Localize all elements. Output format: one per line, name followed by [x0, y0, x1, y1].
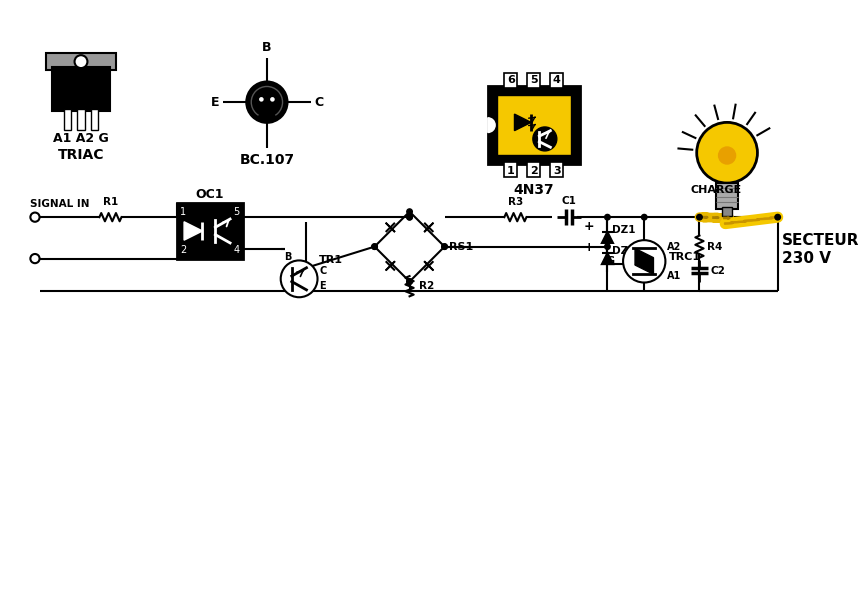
- Polygon shape: [424, 261, 434, 271]
- Text: SECTEUR
230 V: SECTEUR 230 V: [783, 233, 859, 266]
- Bar: [504, 73, 517, 88]
- Text: C: C: [320, 266, 326, 277]
- Bar: [64, 109, 70, 130]
- Bar: [551, 163, 564, 177]
- Circle shape: [30, 212, 40, 222]
- Text: 4: 4: [553, 74, 561, 85]
- Text: TR1: TR1: [320, 256, 344, 265]
- Bar: [77, 109, 85, 130]
- Circle shape: [75, 55, 88, 68]
- Text: RS1: RS1: [449, 242, 473, 251]
- Circle shape: [407, 279, 412, 284]
- Polygon shape: [602, 253, 613, 264]
- Bar: [261, 117, 272, 122]
- Text: B: B: [262, 41, 271, 54]
- Text: 6: 6: [507, 74, 515, 85]
- Wedge shape: [488, 118, 495, 133]
- Circle shape: [372, 244, 377, 250]
- Circle shape: [407, 209, 412, 214]
- Polygon shape: [424, 223, 434, 232]
- Circle shape: [247, 82, 287, 122]
- Text: +: +: [584, 220, 594, 233]
- Circle shape: [605, 214, 610, 220]
- Text: B: B: [284, 252, 292, 262]
- Circle shape: [407, 279, 412, 284]
- Text: R2: R2: [418, 281, 434, 291]
- Bar: [722, 207, 732, 216]
- Text: 3: 3: [553, 166, 561, 176]
- Text: A1: A1: [667, 271, 681, 281]
- Text: C2: C2: [710, 266, 725, 275]
- Text: E: E: [210, 95, 219, 109]
- Circle shape: [605, 244, 610, 250]
- Text: +: +: [584, 241, 594, 254]
- Text: E: E: [320, 281, 326, 291]
- Polygon shape: [386, 223, 395, 232]
- Polygon shape: [635, 248, 654, 265]
- Polygon shape: [184, 222, 203, 240]
- Circle shape: [623, 240, 666, 283]
- Circle shape: [372, 244, 377, 250]
- Circle shape: [251, 86, 283, 118]
- Text: A1 A2 G: A1 A2 G: [53, 133, 109, 145]
- Text: R3: R3: [508, 197, 523, 207]
- Circle shape: [642, 214, 647, 220]
- Text: 5: 5: [530, 74, 538, 85]
- Circle shape: [259, 97, 264, 101]
- Bar: [716, 183, 738, 209]
- Bar: [504, 163, 517, 177]
- Polygon shape: [602, 232, 613, 243]
- Circle shape: [407, 214, 412, 220]
- Circle shape: [775, 214, 781, 220]
- Circle shape: [442, 244, 448, 250]
- Bar: [46, 53, 116, 70]
- Text: SIGNAL IN: SIGNAL IN: [30, 199, 90, 209]
- Polygon shape: [386, 261, 395, 271]
- Text: A2: A2: [667, 242, 681, 251]
- Bar: [177, 203, 243, 259]
- Bar: [551, 73, 564, 88]
- Text: 1: 1: [180, 207, 186, 217]
- Text: OC1: OC1: [196, 188, 224, 200]
- Text: C1: C1: [561, 196, 576, 206]
- Text: R1: R1: [103, 197, 118, 207]
- Circle shape: [718, 146, 736, 165]
- Bar: [91, 109, 99, 130]
- Text: DZ2: DZ2: [612, 246, 636, 256]
- Text: R4: R4: [707, 242, 722, 251]
- Text: 4: 4: [233, 245, 240, 255]
- Text: 4N37: 4N37: [514, 182, 554, 197]
- Bar: [527, 163, 540, 177]
- Text: 2: 2: [180, 245, 186, 255]
- Text: 5: 5: [233, 207, 240, 217]
- Bar: [527, 73, 540, 88]
- Text: 1: 1: [507, 166, 515, 176]
- Circle shape: [533, 127, 557, 151]
- Circle shape: [442, 244, 448, 250]
- Circle shape: [30, 254, 40, 263]
- Wedge shape: [257, 102, 277, 122]
- Circle shape: [697, 122, 758, 183]
- Circle shape: [407, 214, 412, 220]
- Bar: [52, 67, 111, 112]
- Text: C: C: [314, 95, 324, 109]
- Polygon shape: [515, 114, 531, 131]
- Text: CHARGE: CHARGE: [691, 185, 741, 196]
- Bar: [488, 86, 580, 164]
- Circle shape: [281, 260, 318, 297]
- Circle shape: [270, 97, 275, 101]
- Text: 2: 2: [530, 166, 538, 176]
- Polygon shape: [635, 257, 654, 274]
- Bar: [497, 95, 570, 155]
- Text: TRC1: TRC1: [669, 252, 701, 262]
- Text: TRIAC: TRIAC: [58, 148, 104, 162]
- Text: G: G: [606, 256, 614, 266]
- Text: BC.107: BC.107: [240, 153, 295, 167]
- Text: DZ1: DZ1: [612, 225, 636, 235]
- Circle shape: [697, 214, 702, 220]
